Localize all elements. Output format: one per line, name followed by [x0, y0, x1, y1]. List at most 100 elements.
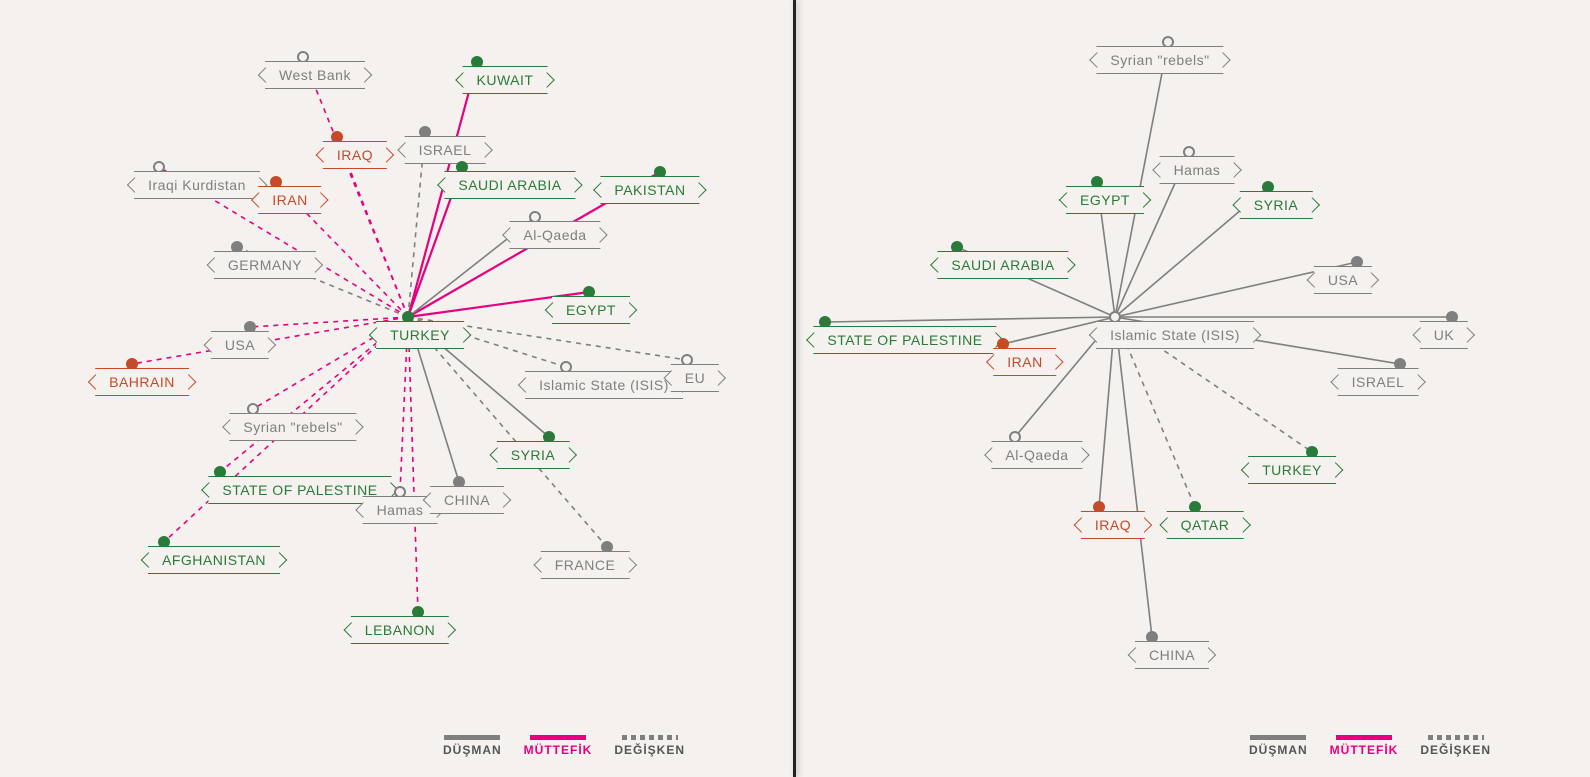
edge-dusman [825, 317, 1115, 322]
node-label: SYRIA [1240, 191, 1313, 219]
network-node[interactable]: CHINA [1135, 641, 1209, 669]
network-node[interactable]: Hamas [1160, 156, 1235, 184]
legend-item-variable: DEĞİŞKEN [614, 735, 685, 757]
network-node[interactable]: Syrian "rebels" [1096, 46, 1223, 74]
network-node[interactable]: West Bank [265, 61, 365, 89]
legend-swatch [622, 735, 678, 740]
network-node[interactable]: SYRIA [1240, 191, 1313, 219]
network-node[interactable]: IRAQ [323, 141, 387, 169]
node-label: LEBANON [351, 616, 449, 644]
network-node[interactable]: Syrian "rebels" [229, 413, 356, 441]
node-label: CHINA [1135, 641, 1209, 669]
node-label: ISRAEL [1338, 368, 1419, 396]
network-node[interactable]: ISRAEL [1338, 368, 1419, 396]
network-node[interactable]: IRAQ [1081, 511, 1145, 539]
edge-dusman [1115, 317, 1152, 637]
node-label: IRAN [258, 186, 321, 214]
node-label: IRAN [993, 348, 1056, 376]
network-node[interactable]: CHINA [430, 486, 504, 514]
network-node[interactable]: SAUDI ARABIA [937, 251, 1068, 279]
network-node[interactable]: USA [1314, 266, 1372, 294]
network-node[interactable]: Al-Qaeda [509, 221, 600, 249]
legend-swatch [444, 735, 500, 740]
node-label: Hamas [1160, 156, 1235, 184]
node-label: PAKISTAN [600, 176, 699, 204]
node-label: Al-Qaeda [509, 221, 600, 249]
legend-item-variable: DEĞİŞKEN [1420, 735, 1491, 757]
node-label: EGYPT [552, 296, 630, 324]
legend-swatch [1250, 735, 1306, 740]
network-node[interactable]: FRANCE [541, 551, 630, 579]
node-label: CHINA [430, 486, 504, 514]
legend-right: DÜŞMAN MÜTTEFİK DEĞİŞKEN [1249, 735, 1491, 757]
diagram-stage: West Bank KUWAIT IRAQ ISRAEL Iraqi Kurdistan… [0, 0, 1590, 777]
legend-label: DEĞİŞKEN [1420, 743, 1491, 757]
legend-item-enemy: DÜŞMAN [1249, 735, 1308, 757]
network-node[interactable]: BAHRAIN [95, 368, 189, 396]
node-label: SYRIA [497, 441, 570, 469]
legend-left: DÜŞMAN MÜTTEFİK DEĞİŞKEN [443, 735, 685, 757]
node-label: SAUDI ARABIA [444, 171, 575, 199]
node-label: USA [211, 331, 269, 359]
center-node[interactable]: TURKEY [376, 321, 464, 349]
legend-item-enemy: DÜŞMAN [443, 735, 502, 757]
network-node[interactable]: Islamic State (ISIS) [525, 371, 683, 399]
node-label: BAHRAIN [95, 368, 189, 396]
node-label: West Bank [265, 61, 365, 89]
legend-item-ally: MÜTTEFİK [1330, 735, 1399, 757]
network-node[interactable]: STATE OF PALESTINE [813, 326, 996, 354]
node-label: KUWAIT [463, 66, 548, 94]
network-node[interactable]: IRAN [993, 348, 1056, 376]
network-node[interactable]: TURKEY [1248, 456, 1336, 484]
panel-divider [793, 0, 796, 777]
node-label: Islamic State (ISIS) [1096, 321, 1254, 349]
network-node[interactable]: QATAR [1167, 511, 1244, 539]
node-label: QATAR [1167, 511, 1244, 539]
legend-label: MÜTTEFİK [524, 743, 593, 757]
node-label: AFGHANISTAN [148, 546, 280, 574]
network-node[interactable]: PAKISTAN [600, 176, 699, 204]
node-label: IRAQ [1081, 511, 1145, 539]
legend-label: MÜTTEFİK [1330, 743, 1399, 757]
node-label: Al-Qaeda [991, 441, 1082, 469]
node-label: EU [671, 364, 719, 392]
node-label: ISRAEL [405, 136, 486, 164]
network-node[interactable]: USA [211, 331, 269, 359]
node-label: TURKEY [376, 321, 464, 349]
network-node[interactable]: UK [1420, 321, 1468, 349]
network-node[interactable]: EU [671, 364, 719, 392]
legend-swatch [1336, 735, 1392, 740]
network-node[interactable]: KUWAIT [463, 66, 548, 94]
node-label: UK [1420, 321, 1468, 349]
legend-item-ally: MÜTTEFİK [524, 735, 593, 757]
node-label: Syrian "rebels" [1096, 46, 1223, 74]
network-node[interactable]: EGYPT [1066, 186, 1144, 214]
center-node[interactable]: Islamic State (ISIS) [1096, 321, 1254, 349]
node-label: Iraqi Kurdistan [134, 171, 260, 199]
node-label: IRAQ [323, 141, 387, 169]
node-label: STATE OF PALESTINE [813, 326, 996, 354]
node-label: Syrian "rebels" [229, 413, 356, 441]
network-node[interactable]: GERMANY [214, 251, 316, 279]
node-label: EGYPT [1066, 186, 1144, 214]
legend-label: DÜŞMAN [443, 743, 502, 757]
network-node[interactable]: ISRAEL [405, 136, 486, 164]
legend-swatch [530, 735, 586, 740]
network-node[interactable]: Al-Qaeda [991, 441, 1082, 469]
legend-swatch [1428, 735, 1484, 740]
node-label: SAUDI ARABIA [937, 251, 1068, 279]
edge-degisken [408, 317, 418, 612]
node-label: GERMANY [214, 251, 316, 279]
network-node[interactable]: Iraqi Kurdistan [134, 171, 260, 199]
network-node[interactable]: LEBANON [351, 616, 449, 644]
network-node[interactable]: EGYPT [552, 296, 630, 324]
network-node[interactable]: SYRIA [497, 441, 570, 469]
network-node[interactable]: AFGHANISTAN [148, 546, 280, 574]
node-label: FRANCE [541, 551, 630, 579]
legend-label: DÜŞMAN [1249, 743, 1308, 757]
node-label: USA [1314, 266, 1372, 294]
node-label: TURKEY [1248, 456, 1336, 484]
network-node[interactable]: SAUDI ARABIA [444, 171, 575, 199]
node-label: Islamic State (ISIS) [525, 371, 683, 399]
network-node[interactable]: IRAN [258, 186, 321, 214]
